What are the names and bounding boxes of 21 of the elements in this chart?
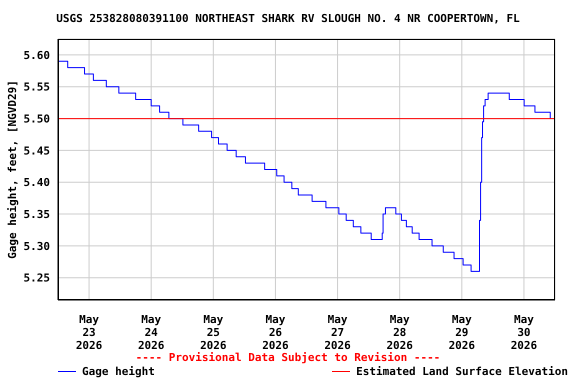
y-tick-label: 5.40 xyxy=(24,176,50,190)
legend-label: Gage height xyxy=(81,365,155,378)
x-tick-label: May 25 2026 xyxy=(200,313,227,352)
y-tick-label: 5.55 xyxy=(24,80,50,94)
x-tick-label: May 24 2026 xyxy=(138,313,165,352)
y-tick-label: 5.25 xyxy=(24,272,50,285)
y-tick-label: 5.60 xyxy=(24,48,50,62)
x-tick-label: May 29 2026 xyxy=(448,313,476,352)
x-tick-label: May 26 2026 xyxy=(262,313,290,352)
text: ---- Provisional Data Subject to Revision ---- xyxy=(134,351,442,364)
x-tick-label: May 28 2026 xyxy=(386,313,414,352)
y-tick-label: 5.45 xyxy=(24,144,50,158)
y-tick-label: 5.35 xyxy=(24,208,50,221)
legend-label: Estimated Land Surface Elevation xyxy=(355,365,568,378)
x-tick-label: May 30 2026 xyxy=(510,313,538,352)
chart-title: USGS 253828080391100 NORTHEAST SHARK RV SLOUGH NO. 4 NR COOPERTOWN, FL xyxy=(55,12,521,25)
y-tick-label: 5.30 xyxy=(24,240,50,253)
x-tick-label: May 23 2026 xyxy=(76,313,103,352)
y-axis-title: Gage height, feet, [NGVD29] xyxy=(6,80,19,259)
y-tick-label: 5.50 xyxy=(24,112,50,126)
x-tick-label: May 27 2026 xyxy=(324,313,352,352)
